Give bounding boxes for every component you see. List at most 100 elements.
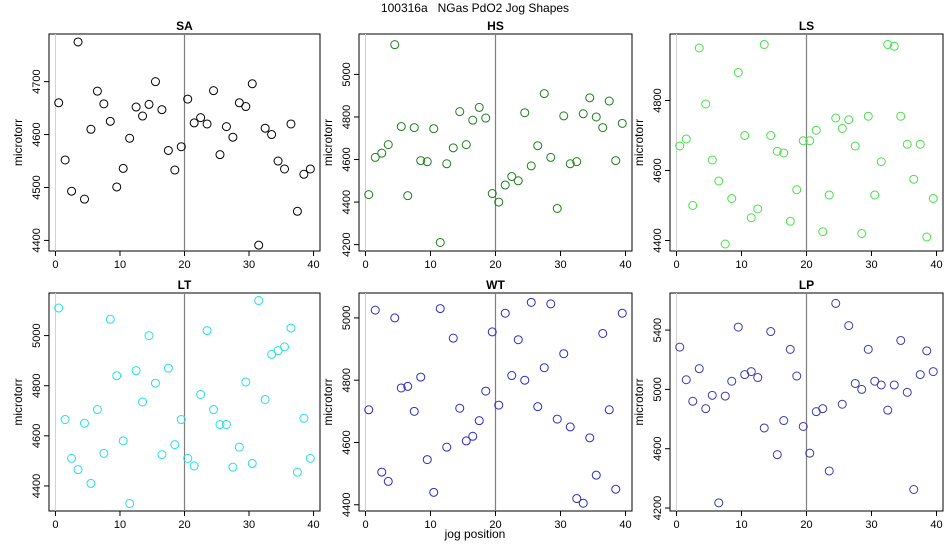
point-wt-23	[513, 335, 523, 345]
point-hs-0	[364, 190, 374, 200]
point-lt-0	[54, 303, 64, 313]
y-tick-label-lt-5000: 5000	[31, 323, 43, 347]
x-tick-label-lt-40: 40	[307, 519, 319, 531]
point-sa-23	[202, 119, 212, 129]
x-tick-label-hs-20: 20	[489, 259, 501, 271]
point-sa-30	[247, 79, 257, 89]
y-tick-label-lp-4200: 4200	[652, 496, 664, 520]
point-sa-4	[79, 194, 89, 204]
point-ls-35	[902, 139, 912, 149]
figure-title: 100316a NGas PdO2 Jog Shapes	[380, 1, 570, 15]
point-hs-22	[507, 172, 517, 182]
y-tick-label-lp-4600: 4600	[652, 436, 664, 460]
x-axis-label: jog position	[444, 527, 506, 541]
y-axis-label-sa: microtorr	[11, 119, 25, 166]
point-lt-36	[286, 323, 296, 333]
point-hs-15	[461, 140, 471, 150]
point-ls-5	[707, 155, 717, 165]
point-wt-39	[617, 308, 627, 318]
point-wt-10	[429, 487, 439, 497]
panel-title-hs: HS	[487, 19, 504, 33]
point-sa-21	[189, 118, 199, 128]
point-hs-35	[591, 112, 601, 122]
point-lp-33	[889, 380, 899, 390]
panel-title-lp: LP	[799, 278, 814, 292]
point-ls-6	[714, 176, 724, 186]
x-tick-label-hs-40: 40	[619, 259, 631, 271]
point-wt-29	[552, 414, 562, 424]
y-tick-label-sa-4400: 4400	[31, 228, 43, 252]
point-ls-19	[798, 136, 808, 146]
point-sa-36	[286, 119, 296, 129]
point-lt-19	[176, 415, 186, 425]
point-lt-10	[118, 436, 128, 446]
point-lp-25	[837, 399, 847, 409]
point-wt-15	[461, 436, 471, 446]
point-hs-37	[604, 96, 614, 106]
point-hs-4	[390, 40, 400, 50]
point-ls-4	[701, 99, 711, 109]
point-hs-25	[526, 161, 536, 171]
point-lt-17	[163, 363, 173, 373]
point-ls-27	[850, 141, 860, 151]
point-lt-38	[299, 413, 309, 423]
point-wt-2	[377, 467, 387, 477]
y-axis-label-lt: microtorr	[11, 378, 25, 425]
y-tick-label-lt-4400: 4400	[31, 474, 43, 498]
point-hs-27	[539, 89, 549, 99]
point-sa-9	[112, 182, 122, 192]
point-sa-33	[267, 130, 277, 140]
x-tick-label-ls-0: 0	[673, 259, 679, 271]
point-wt-17	[474, 416, 484, 426]
point-sa-29	[241, 102, 251, 112]
point-lp-39	[928, 367, 938, 377]
point-wt-14	[455, 403, 465, 413]
point-sa-14	[144, 99, 154, 109]
point-lp-28	[857, 384, 867, 394]
point-ls-36	[909, 174, 919, 184]
point-ls-28	[857, 229, 867, 238]
y-axis-label-wt: microtorr	[321, 378, 335, 425]
x-tick-label-hs-30: 30	[554, 259, 566, 271]
point-lp-38	[922, 346, 932, 356]
point-sa-20	[183, 94, 193, 104]
point-wt-34	[585, 433, 595, 443]
point-wt-21	[500, 308, 510, 318]
x-tick-label-ls-20: 20	[800, 259, 812, 271]
point-sa-39	[305, 164, 315, 174]
point-ls-37	[915, 139, 925, 149]
point-lp-14	[766, 327, 776, 337]
point-wt-7	[409, 406, 419, 416]
point-lt-15	[150, 378, 160, 388]
x-tick-label-ls-30: 30	[865, 259, 877, 271]
point-ls-11	[746, 213, 756, 223]
point-lt-18	[170, 440, 180, 450]
point-lp-16	[779, 416, 789, 426]
point-wt-16	[468, 431, 478, 441]
panel-title-wt: WT	[486, 278, 505, 292]
point-hs-36	[598, 123, 608, 133]
x-tick-label-sa-40: 40	[307, 259, 319, 271]
point-ls-24	[831, 113, 841, 123]
point-hs-28	[546, 152, 556, 162]
point-hs-20	[494, 197, 504, 207]
point-lp-37	[915, 370, 925, 380]
point-lp-35	[902, 387, 912, 397]
point-sa-12	[131, 102, 141, 112]
point-wt-36	[598, 328, 608, 338]
point-sa-6	[92, 86, 102, 96]
point-hs-38	[611, 156, 621, 166]
point-lp-12	[753, 373, 763, 383]
point-ls-39	[928, 194, 938, 203]
point-hs-1	[370, 152, 380, 162]
point-ls-8	[727, 194, 737, 203]
point-lt-31	[254, 296, 264, 306]
point-ls-30	[870, 190, 880, 200]
point-wt-13	[448, 333, 458, 343]
point-wt-0	[364, 405, 374, 415]
point-lt-5	[86, 478, 96, 488]
point-hs-29	[552, 203, 562, 213]
y-tick-label-lt-4600: 4600	[31, 424, 43, 448]
point-hs-17	[474, 102, 484, 112]
